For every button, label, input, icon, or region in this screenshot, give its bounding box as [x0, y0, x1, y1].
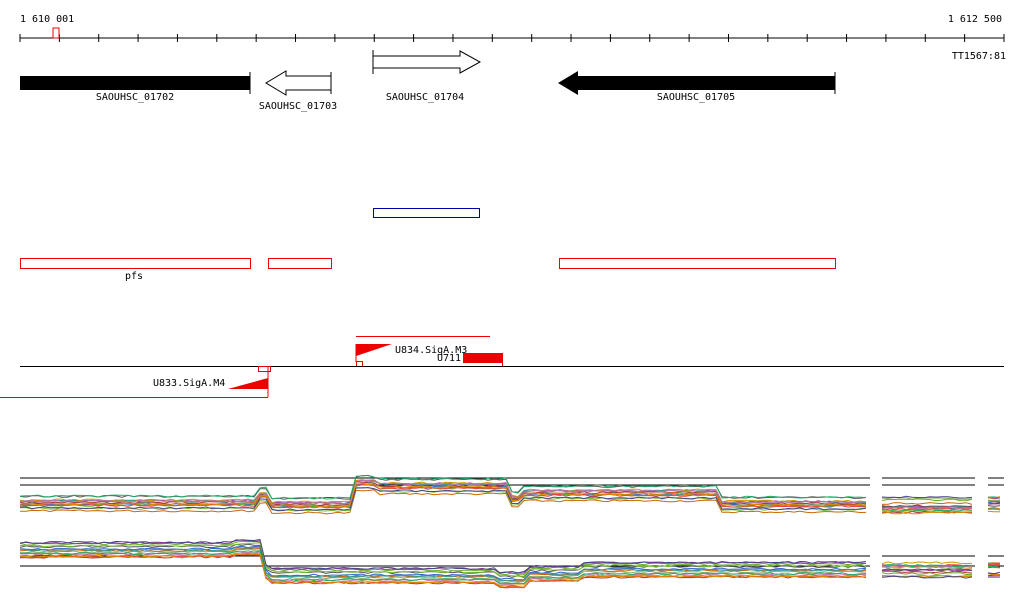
expression-line [19, 550, 867, 585]
expression-line [987, 510, 1001, 513]
gene-label: SAOUHSC_01703 [259, 101, 337, 112]
promoter-triangle [356, 344, 392, 356]
expression-line [987, 507, 1001, 510]
expression-line [987, 565, 1001, 569]
expression-line [881, 561, 973, 565]
promoter-triangle [228, 378, 268, 389]
feature-marker [356, 361, 363, 367]
ruler-ticks [19, 34, 1005, 42]
expression-line [987, 505, 1001, 507]
expression-line [881, 507, 973, 511]
expression-line [881, 498, 973, 502]
expression-line [987, 564, 1001, 568]
expression-line [19, 542, 867, 577]
expression-line [881, 502, 973, 505]
track-label: TT1567:81 [952, 51, 1006, 62]
gene-arrow [558, 71, 835, 95]
expression-line [19, 553, 867, 588]
expression-line [19, 474, 867, 500]
expression-line [19, 538, 867, 574]
expression-line [881, 564, 973, 568]
expression-line [881, 572, 973, 576]
expression-line [19, 543, 867, 578]
expression-line [881, 575, 973, 579]
expression-line [987, 562, 1001, 565]
expression-line [19, 474, 867, 500]
annotation-box [373, 208, 480, 218]
gene-label: SAOUHSC_01702 [96, 92, 174, 103]
feature-marker [258, 366, 271, 372]
gene-label: SAOUHSC_01704 [386, 92, 464, 103]
expression-line [19, 489, 867, 515]
expression-line [19, 481, 867, 507]
feature-label: U833.SigA.M4 [153, 378, 225, 389]
feature-label: U711 [437, 353, 461, 364]
operon-box [268, 258, 332, 269]
feature-label: U834.SigA.M3 [395, 345, 467, 356]
ruler-marker [52, 27, 60, 39]
expression-line [19, 548, 867, 584]
operon-box [20, 258, 251, 269]
expression-line [881, 570, 973, 574]
expression-line [19, 545, 867, 581]
expression-line [987, 573, 1001, 576]
expression-line [987, 496, 1001, 499]
expression-line [881, 568, 973, 572]
gene-box [20, 76, 250, 90]
gene-label: SAOUHSC_01705 [657, 92, 735, 103]
expression-line [881, 504, 973, 508]
expression-line [19, 479, 867, 505]
expression-line [19, 482, 867, 508]
expression-line [19, 546, 867, 582]
ruler-end-label: 1 612 500 [948, 14, 1002, 25]
expression-line [881, 506, 973, 510]
expression-line [987, 499, 1001, 502]
expression-line [19, 484, 867, 509]
ruler-start-label: 1 610 001 [20, 14, 74, 25]
gene-arrow [265, 70, 332, 96]
feature-box [463, 353, 502, 363]
expression-line [881, 568, 973, 572]
gene-arrow [372, 50, 482, 74]
expression-line [987, 571, 1001, 575]
expression-line [19, 487, 867, 512]
operon-box [559, 258, 836, 269]
expression-tracks [19, 474, 1004, 589]
operon-label: pfs [125, 271, 143, 282]
expression-line [987, 574, 1001, 577]
expression-line [881, 508, 973, 512]
expression-line [881, 511, 973, 515]
expression-line [987, 502, 1001, 505]
expression-line [881, 495, 973, 499]
